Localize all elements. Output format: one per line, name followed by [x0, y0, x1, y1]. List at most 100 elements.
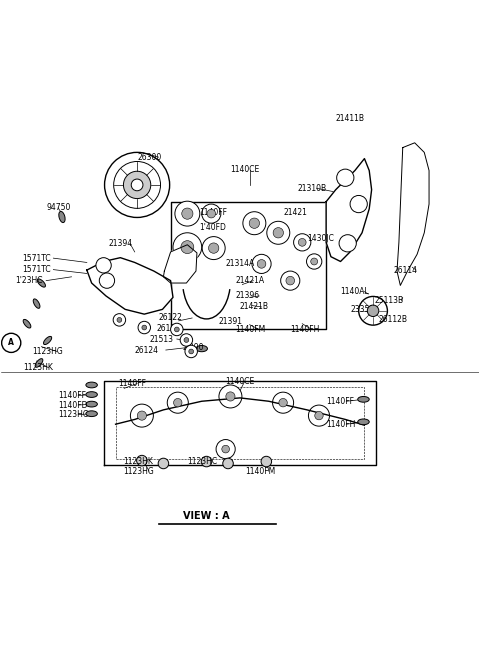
Text: 21421: 21421: [283, 208, 307, 217]
Text: 23351: 23351: [350, 305, 374, 314]
Circle shape: [117, 317, 122, 323]
Text: 21394: 21394: [108, 238, 132, 248]
Text: 25113B: 25113B: [374, 296, 403, 306]
Text: 1571TC: 1571TC: [22, 265, 51, 274]
Circle shape: [339, 235, 356, 252]
Circle shape: [181, 240, 194, 254]
Text: 1140FM: 1140FM: [245, 466, 275, 476]
Text: 1140FD: 1140FD: [58, 401, 88, 409]
Circle shape: [174, 327, 179, 332]
Circle shape: [185, 345, 197, 357]
Text: 1123HK: 1123HK: [24, 363, 54, 373]
Circle shape: [182, 208, 193, 219]
Circle shape: [307, 254, 322, 269]
Ellipse shape: [37, 279, 46, 287]
Text: 21421A: 21421A: [235, 276, 264, 285]
Text: 1123HG: 1123HG: [32, 347, 62, 356]
Ellipse shape: [86, 411, 97, 417]
Circle shape: [273, 392, 294, 413]
Circle shape: [202, 237, 225, 260]
Circle shape: [131, 404, 154, 427]
Text: 1140FH: 1140FH: [326, 420, 356, 429]
Circle shape: [189, 349, 193, 354]
Ellipse shape: [59, 212, 65, 223]
Ellipse shape: [33, 299, 40, 308]
Circle shape: [279, 399, 288, 407]
Text: 1'23HC: 1'23HC: [15, 276, 43, 285]
Circle shape: [158, 458, 168, 468]
Text: VIEW : A: VIEW : A: [183, 511, 230, 521]
Circle shape: [222, 445, 229, 453]
Text: 2'390: 2'390: [182, 343, 204, 352]
Circle shape: [336, 169, 354, 187]
Text: 26122: 26122: [158, 313, 182, 323]
Ellipse shape: [196, 346, 207, 351]
Text: 21314A: 21314A: [226, 260, 255, 269]
Text: 26124: 26124: [135, 346, 159, 355]
Circle shape: [219, 385, 242, 408]
Text: 21310B: 21310B: [298, 184, 326, 193]
Text: 21411B: 21411B: [336, 114, 365, 124]
Ellipse shape: [35, 359, 43, 367]
Circle shape: [96, 258, 111, 273]
Circle shape: [311, 258, 318, 265]
Circle shape: [249, 218, 260, 229]
Circle shape: [99, 273, 115, 288]
Text: 26114: 26114: [393, 265, 417, 275]
Circle shape: [202, 204, 221, 223]
Text: 1'40FD: 1'40FD: [199, 223, 226, 233]
Circle shape: [201, 457, 212, 467]
Circle shape: [261, 457, 272, 467]
Text: 1140FF: 1140FF: [199, 208, 228, 217]
Text: 21421B: 21421B: [240, 302, 269, 311]
Text: 94750: 94750: [46, 204, 71, 212]
Text: 1123HC: 1123HC: [187, 457, 217, 466]
Ellipse shape: [23, 319, 31, 328]
Circle shape: [294, 234, 311, 251]
Circle shape: [167, 392, 188, 413]
Text: 1140FF: 1140FF: [58, 391, 86, 400]
Text: 26300: 26300: [137, 152, 161, 162]
Ellipse shape: [86, 382, 97, 388]
Ellipse shape: [358, 396, 369, 402]
Polygon shape: [163, 245, 197, 283]
Circle shape: [350, 195, 367, 213]
Text: 1140FM: 1140FM: [235, 325, 265, 334]
Circle shape: [299, 238, 306, 246]
Circle shape: [252, 254, 271, 273]
Text: 1571TC: 1571TC: [22, 254, 51, 263]
Text: 1140CE: 1140CE: [226, 376, 255, 386]
Circle shape: [123, 171, 151, 198]
Ellipse shape: [358, 419, 369, 424]
Text: 1140CE: 1140CE: [230, 165, 260, 174]
Circle shape: [226, 392, 235, 401]
Circle shape: [138, 321, 151, 334]
Circle shape: [359, 296, 387, 325]
Ellipse shape: [86, 392, 97, 397]
Circle shape: [137, 411, 146, 420]
Circle shape: [367, 305, 379, 317]
Circle shape: [131, 179, 143, 191]
Text: 21513: 21513: [149, 335, 173, 344]
Ellipse shape: [86, 401, 97, 407]
Polygon shape: [104, 381, 376, 465]
Circle shape: [216, 440, 235, 459]
Text: 1123HK: 1123HK: [123, 457, 153, 466]
Circle shape: [243, 212, 266, 235]
Circle shape: [114, 162, 160, 208]
Circle shape: [273, 227, 284, 238]
Circle shape: [1, 333, 21, 352]
Polygon shape: [87, 258, 173, 314]
Text: 21391: 21391: [218, 317, 242, 326]
Text: 1430JC: 1430JC: [307, 234, 334, 243]
Circle shape: [286, 277, 295, 285]
Circle shape: [180, 334, 192, 346]
Circle shape: [170, 323, 183, 336]
Text: 1123HC: 1123HC: [58, 410, 88, 419]
Polygon shape: [326, 158, 372, 261]
Circle shape: [137, 455, 147, 466]
Circle shape: [208, 243, 219, 253]
Polygon shape: [170, 202, 326, 328]
Text: 1140FF: 1140FF: [118, 379, 146, 388]
Circle shape: [281, 271, 300, 290]
